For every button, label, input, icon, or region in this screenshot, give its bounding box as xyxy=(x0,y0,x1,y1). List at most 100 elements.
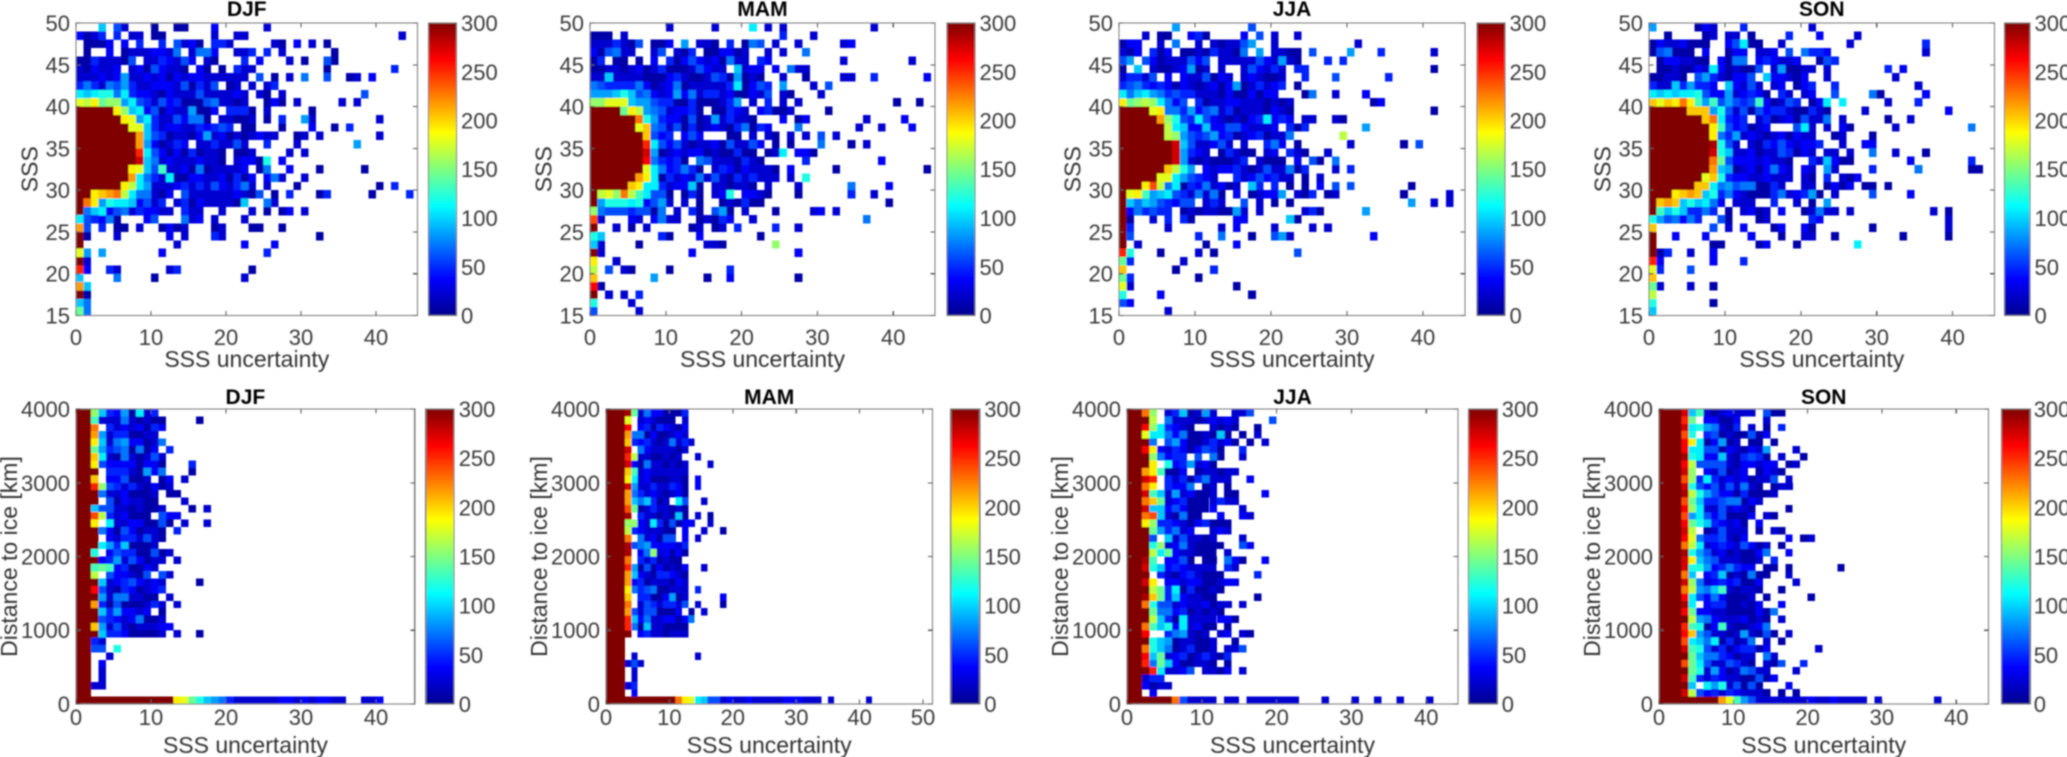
svg-text:20: 20 xyxy=(560,262,584,287)
svg-text:35: 35 xyxy=(1089,136,1113,161)
svg-text:35: 35 xyxy=(1619,136,1643,161)
svg-text:0: 0 xyxy=(1641,692,1653,717)
svg-text:20: 20 xyxy=(1795,705,1819,730)
svg-text:40: 40 xyxy=(1411,325,1435,350)
svg-text:Distance to ice [km]: Distance to ice [km] xyxy=(526,456,552,657)
svg-text:150: 150 xyxy=(984,545,1021,570)
svg-text:JJA: JJA xyxy=(1273,386,1312,409)
svg-text:10: 10 xyxy=(657,705,681,730)
svg-text:200: 200 xyxy=(459,495,496,520)
svg-text:40: 40 xyxy=(1940,325,1964,350)
svg-text:SON: SON xyxy=(1801,386,1847,409)
svg-text:250: 250 xyxy=(459,446,496,471)
svg-text:40: 40 xyxy=(1414,705,1438,730)
svg-text:200: 200 xyxy=(980,109,1017,134)
svg-text:2000: 2000 xyxy=(1604,545,1653,570)
svg-text:20: 20 xyxy=(46,262,70,287)
svg-text:150: 150 xyxy=(980,157,1017,182)
svg-text:20: 20 xyxy=(214,705,238,730)
svg-text:4000: 4000 xyxy=(1072,397,1121,422)
svg-text:45: 45 xyxy=(46,53,70,78)
svg-text:300: 300 xyxy=(984,397,1021,422)
svg-text:50: 50 xyxy=(1510,255,1534,280)
svg-text:20: 20 xyxy=(721,705,745,730)
svg-text:1000: 1000 xyxy=(1072,618,1121,643)
svg-text:10: 10 xyxy=(139,705,163,730)
svg-text:30: 30 xyxy=(1619,178,1643,203)
svg-text:4000: 4000 xyxy=(1604,397,1653,422)
svg-text:200: 200 xyxy=(1502,495,1539,520)
svg-text:0: 0 xyxy=(588,692,600,717)
svg-text:40: 40 xyxy=(881,325,905,350)
svg-text:250: 250 xyxy=(461,60,498,85)
svg-text:0: 0 xyxy=(1109,692,1121,717)
svg-text:25: 25 xyxy=(1619,220,1643,245)
svg-text:30: 30 xyxy=(1335,325,1359,350)
svg-text:150: 150 xyxy=(2035,157,2067,182)
svg-text:30: 30 xyxy=(805,325,829,350)
svg-text:3000: 3000 xyxy=(1072,471,1121,496)
svg-text:30: 30 xyxy=(784,705,808,730)
svg-text:50: 50 xyxy=(1619,11,1643,36)
svg-text:25: 25 xyxy=(560,220,584,245)
svg-text:20: 20 xyxy=(1264,705,1288,730)
svg-text:50: 50 xyxy=(459,643,483,668)
svg-text:SSS uncertainty: SSS uncertainty xyxy=(1739,346,1904,372)
svg-text:SSS: SSS xyxy=(1590,146,1616,192)
svg-text:MAM: MAM xyxy=(744,386,794,409)
svg-text:40: 40 xyxy=(364,705,388,730)
svg-text:SSS uncertainty: SSS uncertainty xyxy=(1741,732,1906,757)
svg-text:50: 50 xyxy=(911,705,935,730)
svg-text:30: 30 xyxy=(1089,178,1113,203)
svg-text:10: 10 xyxy=(1713,325,1737,350)
svg-text:0: 0 xyxy=(1510,304,1522,329)
svg-text:0: 0 xyxy=(459,692,471,717)
svg-text:0: 0 xyxy=(70,705,82,730)
svg-text:300: 300 xyxy=(1502,397,1539,422)
svg-text:DJF: DJF xyxy=(227,0,267,21)
svg-text:4000: 4000 xyxy=(551,397,600,422)
svg-text:300: 300 xyxy=(1510,11,1547,36)
svg-text:250: 250 xyxy=(1502,446,1539,471)
svg-text:30: 30 xyxy=(1870,705,1894,730)
svg-text:300: 300 xyxy=(980,11,1017,36)
svg-text:150: 150 xyxy=(1502,545,1539,570)
svg-text:300: 300 xyxy=(459,397,496,422)
svg-text:50: 50 xyxy=(1502,643,1526,668)
svg-text:JJA: JJA xyxy=(1273,0,1312,21)
svg-text:DJF: DJF xyxy=(226,386,266,409)
svg-text:40: 40 xyxy=(364,325,388,350)
svg-text:50: 50 xyxy=(984,643,1008,668)
svg-text:0: 0 xyxy=(584,325,596,350)
svg-text:0: 0 xyxy=(1121,705,1133,730)
svg-text:250: 250 xyxy=(1510,60,1547,85)
svg-text:45: 45 xyxy=(1089,53,1113,78)
svg-text:40: 40 xyxy=(560,95,584,120)
svg-text:30: 30 xyxy=(1339,705,1363,730)
svg-text:100: 100 xyxy=(1502,594,1539,619)
svg-text:45: 45 xyxy=(560,53,584,78)
svg-text:0: 0 xyxy=(600,705,612,730)
svg-text:10: 10 xyxy=(1190,705,1214,730)
svg-text:150: 150 xyxy=(459,545,496,570)
svg-text:40: 40 xyxy=(847,705,871,730)
svg-text:100: 100 xyxy=(984,594,1021,619)
svg-text:SSS uncertainty: SSS uncertainty xyxy=(163,732,328,757)
svg-text:0: 0 xyxy=(58,692,70,717)
svg-text:300: 300 xyxy=(461,11,498,36)
svg-text:50: 50 xyxy=(1089,11,1113,36)
svg-text:2000: 2000 xyxy=(551,545,600,570)
svg-text:50: 50 xyxy=(2035,255,2059,280)
svg-text:250: 250 xyxy=(2034,446,2067,471)
svg-text:20: 20 xyxy=(214,325,238,350)
svg-text:30: 30 xyxy=(289,705,313,730)
svg-text:100: 100 xyxy=(2035,206,2067,231)
svg-text:100: 100 xyxy=(1510,206,1547,231)
svg-text:4000: 4000 xyxy=(21,397,70,422)
svg-text:100: 100 xyxy=(459,594,496,619)
svg-text:30: 30 xyxy=(289,325,313,350)
svg-text:300: 300 xyxy=(2034,397,2067,422)
svg-text:SSS uncertainty: SSS uncertainty xyxy=(680,346,845,372)
svg-text:150: 150 xyxy=(2034,545,2067,570)
svg-text:0: 0 xyxy=(1643,325,1655,350)
